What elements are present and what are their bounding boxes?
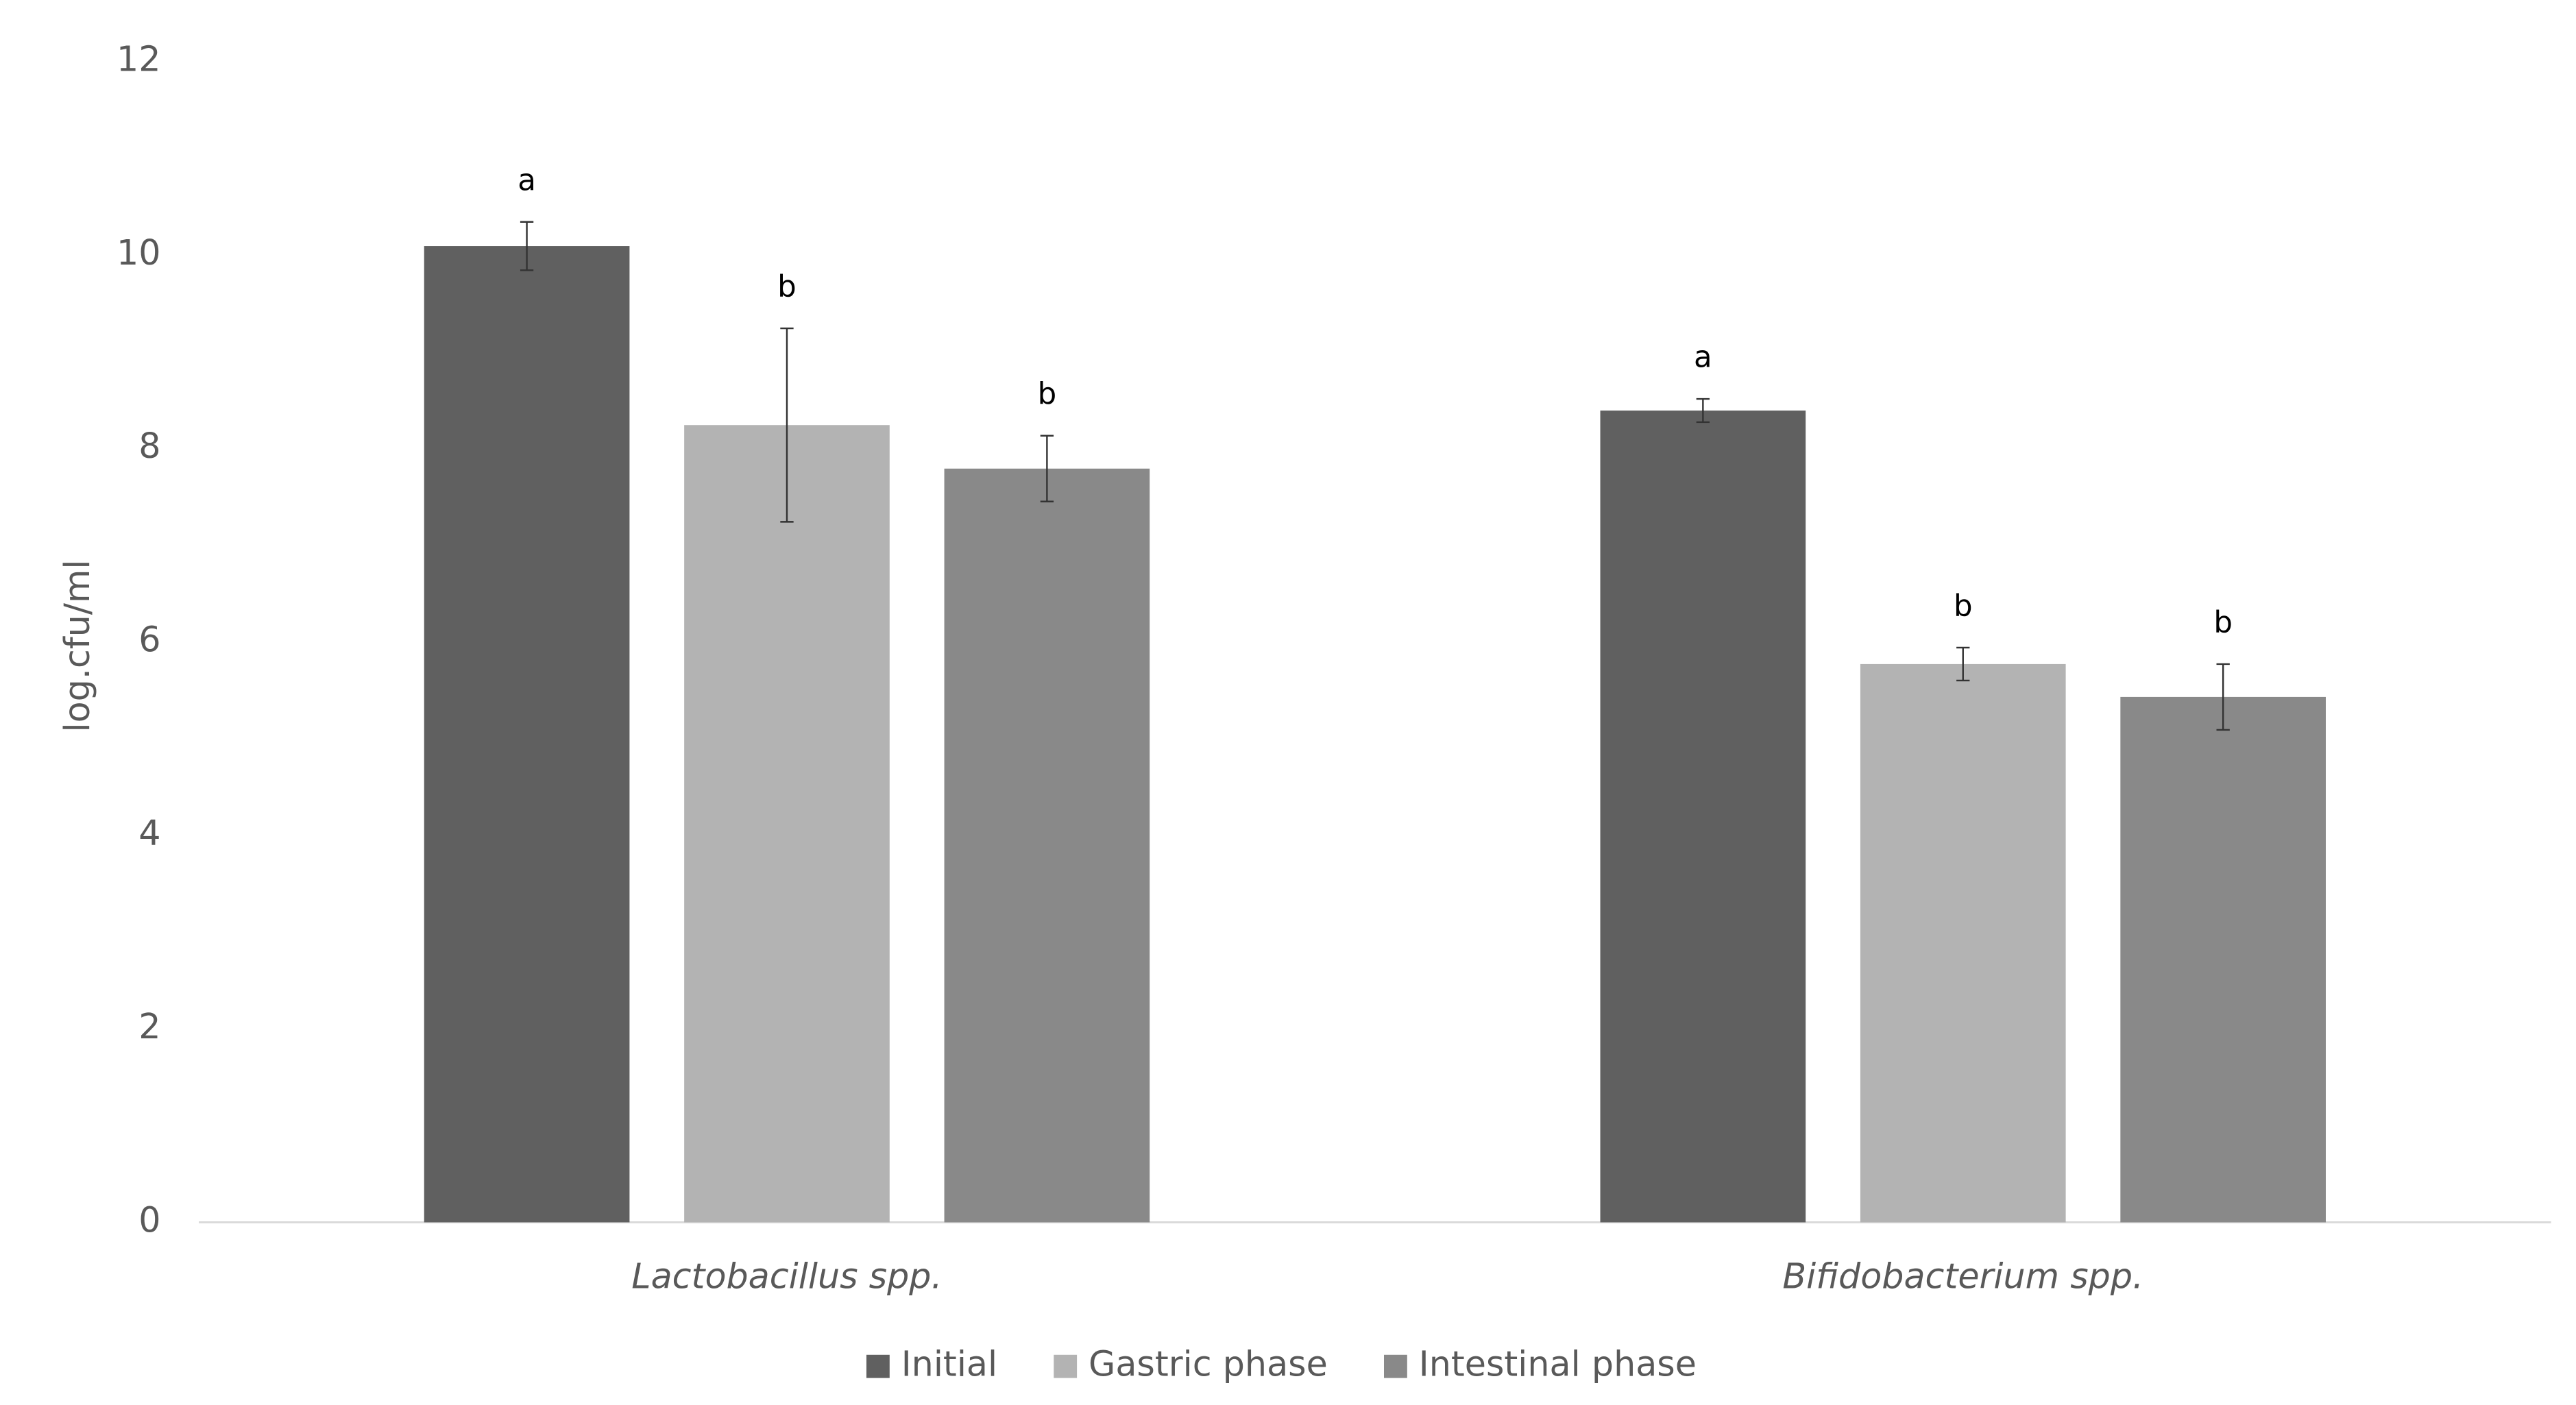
bar (944, 468, 1150, 1223)
y-tick-label: 0 (138, 1199, 160, 1240)
legend-label: Intestinal phase (1419, 1344, 1697, 1384)
legend-label: Initial (901, 1344, 997, 1384)
bar (424, 246, 630, 1223)
significance-letter: b (777, 270, 797, 304)
error-bar (2216, 663, 2230, 731)
legend-swatch (1054, 1354, 1078, 1378)
significance-letter: b (1038, 377, 1057, 411)
legend-label: Gastric phase (1089, 1344, 1328, 1384)
error-bar (780, 327, 794, 523)
error-bar (520, 221, 534, 271)
error-bar (1040, 435, 1054, 502)
bar (1860, 663, 2066, 1223)
bar (2120, 696, 2326, 1223)
error-bar (1956, 646, 1970, 682)
bar (1600, 411, 1806, 1223)
significance-letter: b (1954, 589, 1973, 623)
y-axis-label: log.cfu/ml (57, 559, 97, 732)
legend-swatch (1384, 1354, 1407, 1378)
error-bar (1696, 398, 1710, 424)
x-tick-label: Bifidobacterium spp. (1782, 1256, 2143, 1297)
y-tick-label: 4 (138, 813, 160, 853)
y-tick-label: 6 (138, 619, 160, 659)
significance-letter: a (1694, 341, 1712, 375)
y-tick-label: 12 (117, 38, 161, 79)
significance-letter: b (2213, 605, 2233, 639)
x-tick-label: Lactobacillus spp. (631, 1256, 942, 1297)
y-tick-label: 10 (117, 232, 161, 273)
y-tick-label: 8 (138, 426, 160, 466)
significance-letter: a (518, 163, 536, 197)
legend-swatch (866, 1354, 890, 1378)
bar (684, 425, 890, 1223)
y-tick-label: 2 (138, 1006, 160, 1047)
